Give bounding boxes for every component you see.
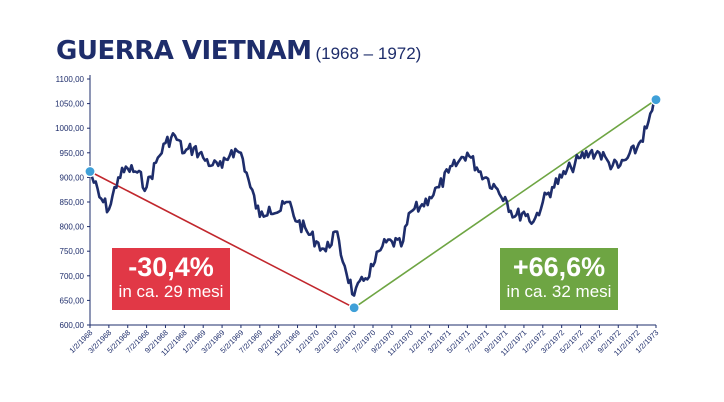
y-tick-label: 750,00 [60,247,85,256]
y-tick-label: 950,00 [60,149,85,158]
y-tick-label: 1100,00 [56,75,85,84]
y-axis: 600,00 650,00 700,00 750,00 800,00 850,00 900,… [55,75,91,330]
recovery-trend-line [353,99,657,309]
drop-callout-text: in ca. 29 mesi [118,282,224,301]
chart-title-period: (1968 – 1972) [315,44,422,63]
rise-callout-value: +66,6% [512,252,606,282]
y-tick-label: 1000,00 [55,124,84,133]
drop-callout-value: -30,4% [128,252,214,282]
trough-marker [348,302,360,314]
series-layer [88,98,657,297]
y-tick-label: 800,00 [60,223,85,232]
y-tick-label: 650,00 [60,296,85,305]
index-series-line [88,98,657,297]
start-marker [84,165,96,178]
y-tick-label: 1050,00 [55,100,84,109]
chart-title-main: GUERRA VIETNAM [56,36,312,66]
markers [84,94,662,314]
y-tick-label: 600,00 [60,321,85,330]
end-marker [650,94,662,106]
y-tick-label: 850,00 [60,198,85,207]
y-tick-label: 900,00 [60,173,85,182]
y-tick-label: 700,00 [60,272,85,281]
chart-title: GUERRA VIETNAM (1968 – 1972) [56,36,421,66]
drop-callout: -30,4% in ca. 29 mesi [112,248,230,310]
trend-lines [89,99,657,309]
decline-trend-line [89,170,355,309]
rise-callout-text: in ca. 32 mesi [506,282,612,301]
x-axis: 1/2/19683/2/19685/2/19687/2/19689/2/1968… [67,324,660,358]
rise-callout: +66,6% in ca. 32 mesi [500,248,618,310]
